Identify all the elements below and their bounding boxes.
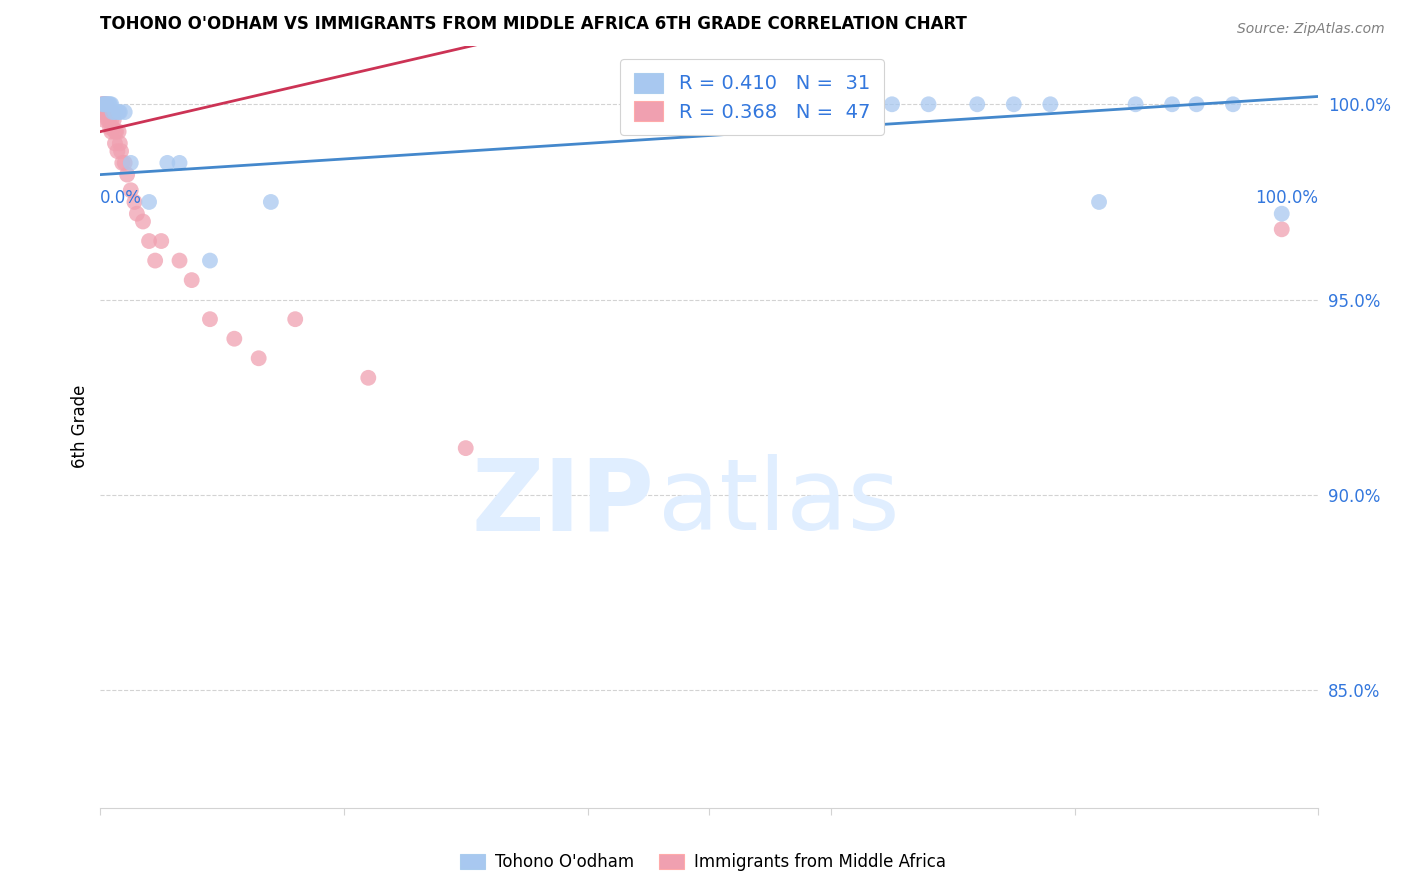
Point bbox=[97, 112, 120, 127]
Point bbox=[1039, 97, 1062, 112]
Point bbox=[104, 105, 127, 120]
Point bbox=[94, 97, 117, 112]
Point bbox=[1088, 194, 1111, 209]
Point bbox=[93, 97, 115, 112]
Point bbox=[138, 234, 160, 248]
Text: TOHONO O'ODHAM VS IMMIGRANTS FROM MIDDLE AFRICA 6TH GRADE CORRELATION CHART: TOHONO O'ODHAM VS IMMIGRANTS FROM MIDDLE… bbox=[100, 15, 967, 33]
Point bbox=[198, 253, 221, 268]
Point bbox=[100, 125, 122, 139]
Point bbox=[104, 136, 127, 151]
Point bbox=[114, 156, 136, 170]
Point bbox=[1125, 97, 1147, 112]
Point bbox=[880, 97, 903, 112]
Point bbox=[1271, 207, 1294, 221]
Point bbox=[114, 105, 136, 120]
Point bbox=[97, 112, 120, 127]
Point bbox=[156, 156, 179, 170]
Point bbox=[1222, 97, 1244, 112]
Point bbox=[247, 351, 270, 366]
Point bbox=[198, 312, 221, 326]
Point bbox=[111, 156, 134, 170]
Point bbox=[108, 136, 131, 151]
Point bbox=[107, 105, 129, 120]
Point bbox=[138, 194, 160, 209]
Point bbox=[96, 105, 118, 120]
Point bbox=[110, 144, 132, 158]
Point bbox=[94, 105, 117, 120]
Point bbox=[120, 183, 142, 197]
Point bbox=[101, 120, 124, 135]
Legend: R = 0.410   N =  31, R = 0.368   N =  47: R = 0.410 N = 31, R = 0.368 N = 47 bbox=[620, 59, 883, 136]
Point bbox=[224, 332, 246, 346]
Point bbox=[115, 168, 138, 182]
Point bbox=[1185, 97, 1208, 112]
Point bbox=[97, 105, 120, 120]
Point bbox=[98, 105, 121, 120]
Point bbox=[100, 112, 122, 127]
Text: ZIP: ZIP bbox=[471, 454, 655, 551]
Point bbox=[93, 112, 115, 127]
Point bbox=[101, 105, 124, 120]
Y-axis label: 6th Grade: 6th Grade bbox=[72, 385, 89, 468]
Point bbox=[180, 273, 202, 287]
Point bbox=[125, 207, 148, 221]
Point bbox=[90, 97, 112, 112]
Point bbox=[98, 97, 121, 112]
Text: 100.0%: 100.0% bbox=[1256, 189, 1319, 207]
Point bbox=[91, 97, 114, 112]
Point bbox=[844, 97, 866, 112]
Point bbox=[93, 97, 115, 112]
Point bbox=[284, 312, 307, 326]
Point bbox=[1002, 97, 1025, 112]
Point bbox=[966, 97, 988, 112]
Point bbox=[1161, 97, 1184, 112]
Point bbox=[107, 144, 129, 158]
Point bbox=[98, 120, 121, 135]
Point bbox=[100, 97, 122, 112]
Point bbox=[101, 105, 124, 120]
Point bbox=[91, 105, 114, 120]
Point bbox=[150, 234, 173, 248]
Point bbox=[93, 105, 115, 120]
Legend: Tohono O'odham, Immigrants from Middle Africa: Tohono O'odham, Immigrants from Middle A… bbox=[451, 845, 955, 880]
Text: 0.0%: 0.0% bbox=[100, 189, 142, 207]
Point bbox=[132, 214, 155, 228]
Point bbox=[108, 105, 131, 120]
Point bbox=[103, 112, 125, 127]
Point bbox=[104, 125, 127, 139]
Point bbox=[260, 194, 283, 209]
Point bbox=[105, 125, 128, 139]
Point bbox=[120, 156, 142, 170]
Point bbox=[97, 97, 120, 112]
Point bbox=[124, 194, 146, 209]
Point bbox=[97, 105, 120, 120]
Point bbox=[107, 125, 129, 139]
Text: atlas: atlas bbox=[658, 454, 900, 551]
Point bbox=[96, 97, 118, 112]
Point bbox=[357, 371, 380, 385]
Point bbox=[1271, 222, 1294, 236]
Point bbox=[169, 156, 191, 170]
Point bbox=[97, 97, 120, 112]
Point bbox=[917, 97, 939, 112]
Point bbox=[454, 441, 477, 455]
Point bbox=[143, 253, 166, 268]
Point bbox=[91, 97, 114, 112]
Text: Source: ZipAtlas.com: Source: ZipAtlas.com bbox=[1237, 22, 1385, 37]
Point bbox=[96, 97, 118, 112]
Point bbox=[169, 253, 191, 268]
Point bbox=[94, 97, 117, 112]
